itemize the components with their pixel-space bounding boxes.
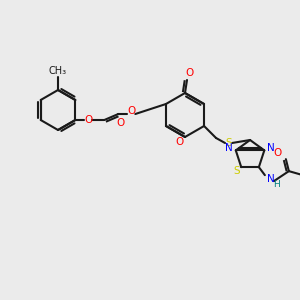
Text: N: N — [267, 174, 275, 184]
Text: O: O — [127, 106, 135, 116]
Text: N: N — [225, 143, 233, 153]
Text: CH₃: CH₃ — [49, 66, 67, 76]
Text: O: O — [84, 115, 92, 125]
Text: O: O — [274, 148, 282, 158]
Text: N: N — [267, 143, 275, 153]
Text: S: S — [233, 166, 239, 176]
Text: S: S — [226, 138, 232, 148]
Text: H: H — [274, 180, 280, 189]
Text: O: O — [176, 137, 184, 147]
Text: O: O — [116, 118, 124, 128]
Text: O: O — [185, 68, 193, 78]
